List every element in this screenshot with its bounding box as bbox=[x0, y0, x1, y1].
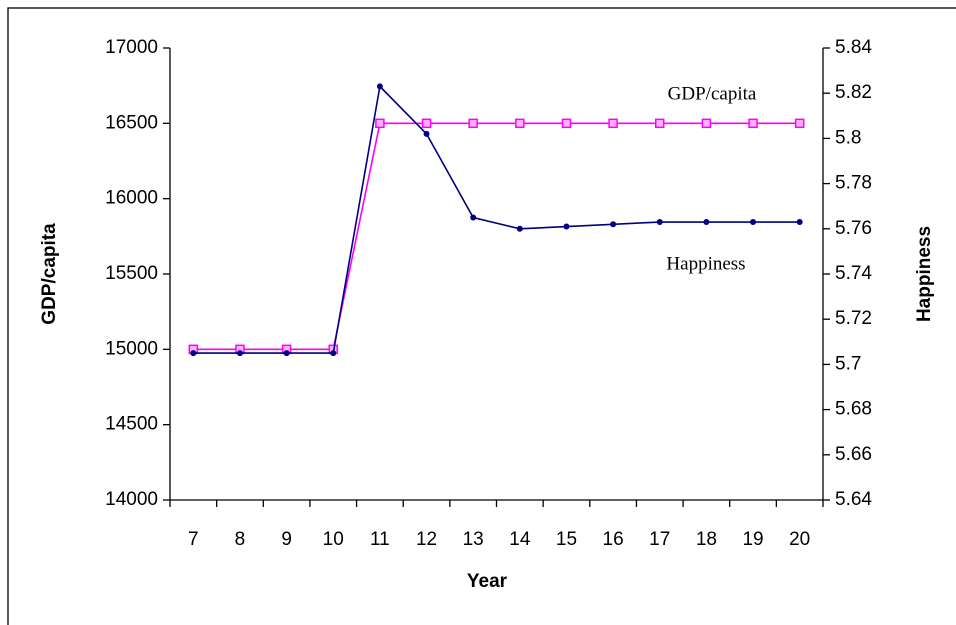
marker bbox=[470, 214, 477, 221]
x-tick-label: 12 bbox=[416, 529, 437, 550]
annotation: Happiness bbox=[666, 253, 745, 274]
y2-tick-label: 5.8 bbox=[835, 127, 861, 148]
line bbox=[193, 122, 800, 351]
x-tick-label: 15 bbox=[556, 529, 577, 550]
x-tick-label: 17 bbox=[649, 529, 670, 550]
y-tick-label: 17000 bbox=[105, 37, 158, 58]
x-tick-label: 7 bbox=[188, 529, 199, 550]
x-axis-title: Year bbox=[467, 571, 508, 592]
marker bbox=[330, 350, 337, 357]
marker bbox=[750, 219, 757, 226]
marker bbox=[375, 118, 385, 129]
y2-tick-label: 5.66 bbox=[835, 444, 872, 465]
x-tick-label: 20 bbox=[789, 529, 810, 550]
x-tick-label: 19 bbox=[742, 529, 763, 550]
y-tick-label: 16500 bbox=[105, 112, 158, 133]
y2-tick-label: 5.82 bbox=[835, 82, 872, 103]
y-tick-label: 16000 bbox=[105, 188, 158, 209]
line bbox=[193, 84, 800, 354]
marker bbox=[515, 118, 525, 129]
marker bbox=[701, 118, 712, 129]
y2-tick-label: 5.68 bbox=[835, 399, 872, 420]
marker bbox=[655, 118, 665, 129]
x-tick-label: 8 bbox=[235, 529, 246, 550]
marker bbox=[748, 118, 758, 129]
x-tick-label: 14 bbox=[509, 529, 531, 550]
marker bbox=[703, 219, 710, 226]
y2-tick-label: 5.72 bbox=[835, 308, 872, 329]
marker bbox=[796, 219, 803, 226]
annotation: GDP/capita bbox=[668, 83, 757, 104]
x-tick-label: 16 bbox=[603, 529, 624, 550]
marker bbox=[283, 350, 290, 357]
y2-tick-label: 5.78 bbox=[835, 173, 872, 194]
marker bbox=[376, 83, 383, 90]
marker bbox=[608, 118, 618, 129]
marker bbox=[190, 350, 197, 357]
marker bbox=[610, 221, 617, 228]
y2-tick-label: 5.84 bbox=[835, 37, 872, 58]
y-tick-label: 15500 bbox=[105, 263, 158, 284]
marker bbox=[516, 225, 523, 232]
marker bbox=[794, 118, 805, 129]
x-tick-label: 13 bbox=[463, 529, 484, 550]
frame bbox=[7, 7, 956, 625]
y2-tick-label: 5.64 bbox=[835, 489, 872, 510]
y2-tick-label: 5.76 bbox=[835, 218, 872, 239]
marker bbox=[468, 118, 478, 129]
y2-tick-label: 5.74 bbox=[835, 263, 872, 284]
marker bbox=[563, 223, 570, 230]
x-tick-label: 10 bbox=[323, 529, 344, 550]
marker bbox=[656, 219, 663, 226]
x-tick-label: 18 bbox=[696, 529, 717, 550]
y2-tick-label: 5.7 bbox=[835, 353, 861, 374]
y2-axis-title: Happiness bbox=[914, 226, 935, 322]
y-tick-label: 14000 bbox=[105, 489, 158, 510]
marker bbox=[561, 118, 572, 129]
y-axis-title: GDP/capita bbox=[39, 223, 60, 325]
x-tick-label: 9 bbox=[281, 529, 292, 550]
marker bbox=[236, 350, 243, 357]
x-tick-label: 11 bbox=[370, 529, 390, 550]
marker bbox=[421, 118, 432, 129]
y-tick-label: 15000 bbox=[105, 338, 158, 359]
y-tick-label: 14500 bbox=[105, 414, 158, 435]
marker bbox=[423, 130, 430, 137]
